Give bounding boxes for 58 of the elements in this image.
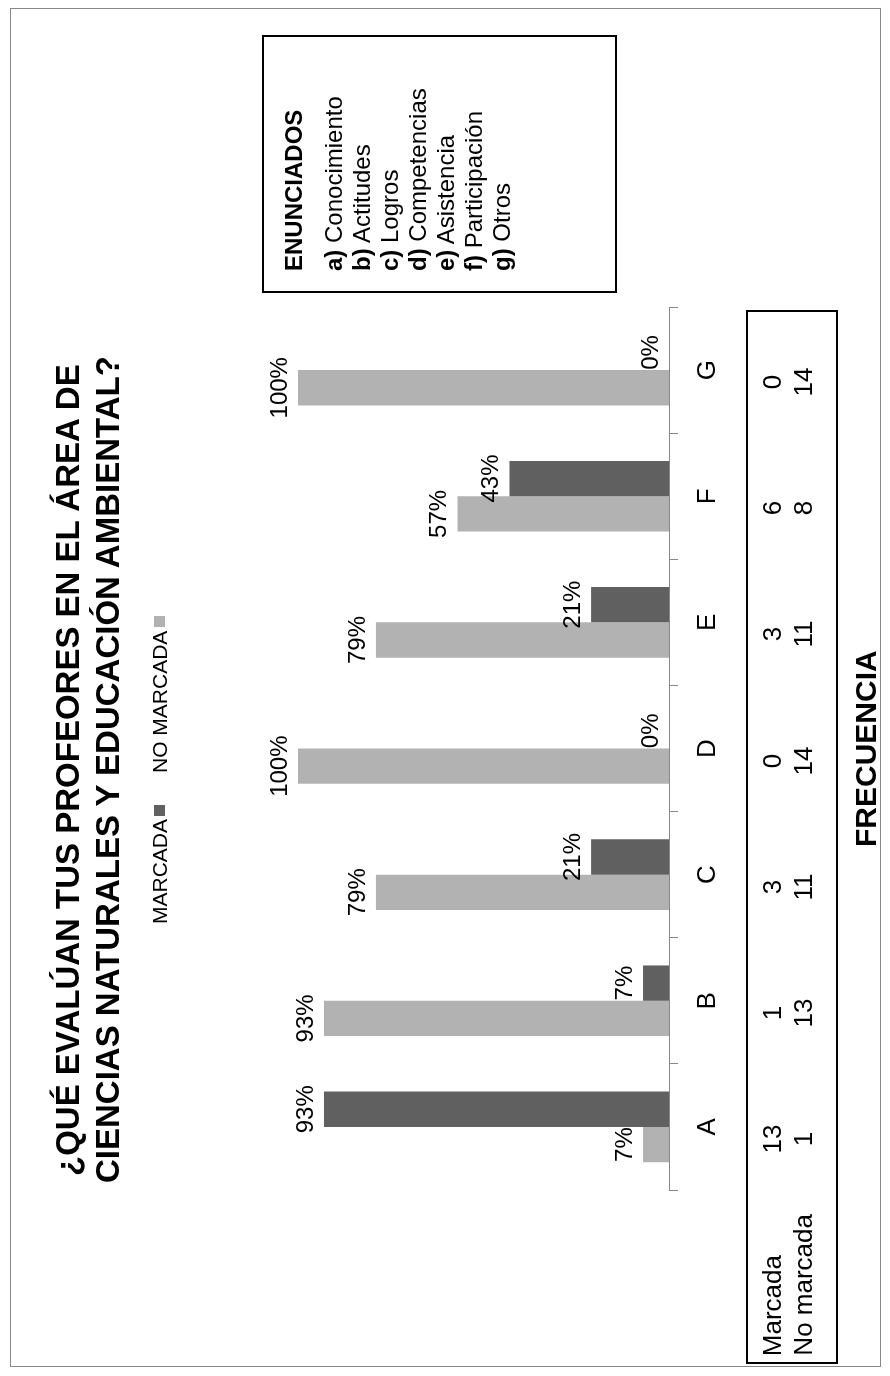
data-label: 79% <box>342 868 370 917</box>
legend-label: MARCADA <box>147 818 172 924</box>
y-tick-label: F <box>691 488 722 505</box>
bar <box>509 460 669 497</box>
data-label: 0% <box>635 335 663 370</box>
y-tick-label: B <box>691 992 722 1010</box>
data-label: 7% <box>609 965 637 1001</box>
text: d) Competencias <box>404 87 432 271</box>
bar <box>323 1000 669 1037</box>
text: 13 <box>788 998 818 1028</box>
text: No marcada <box>788 1214 818 1356</box>
legend-label: NO MARCADA <box>147 630 172 773</box>
text: g) Otros <box>488 182 516 271</box>
text: 14 <box>788 367 818 397</box>
y-tick-label: D <box>691 739 722 758</box>
data-label: 7% <box>609 1127 637 1162</box>
data-label: 0% <box>635 713 663 749</box>
y-tick-label: E <box>691 613 722 632</box>
bar <box>591 839 669 875</box>
text: a) Conocimiento <box>320 95 348 271</box>
text: 0 <box>757 753 787 768</box>
text: 1 <box>757 1005 787 1021</box>
data-label: 57% <box>424 489 452 538</box>
y-axis-title: FRECUENCIA <box>848 649 883 849</box>
text: ENUNCIADOS <box>280 108 308 271</box>
text: e) Asistencia <box>432 133 460 271</box>
text: 11 <box>788 620 818 648</box>
text: 14 <box>788 746 818 775</box>
text: 3 <box>757 879 787 894</box>
text: 0 <box>757 374 787 390</box>
bar <box>643 1126 669 1163</box>
text: 8 <box>788 500 818 516</box>
data-label: 100% <box>264 735 292 797</box>
data-label: 21% <box>557 580 585 629</box>
data-label: 93% <box>290 994 318 1043</box>
bar <box>323 1091 669 1127</box>
text: b) Actitudes <box>348 143 376 271</box>
text: ¿QUÉ EVALÚAN TUS PROFEORES EN EL ÁREA DE CIENCIAS NATURALES Y EDUCACIÓN AMBIENTAL? <box>48 355 127 1186</box>
text: 1 <box>788 1131 818 1147</box>
data-label: 21% <box>557 832 585 882</box>
data-label: 93% <box>290 1085 318 1134</box>
text: 13 <box>757 1124 787 1154</box>
y-tick-label: G <box>691 359 722 381</box>
bar <box>298 370 669 406</box>
bar <box>298 748 669 784</box>
data-label: 100% <box>264 357 292 419</box>
text: Marcada <box>757 1254 787 1356</box>
y-tick-label: A <box>691 1117 722 1136</box>
bar <box>643 965 669 1001</box>
y-tick-label: C <box>691 865 722 885</box>
data-label: 79% <box>342 615 370 665</box>
text: f) Participación <box>460 109 488 271</box>
bar <box>591 587 669 623</box>
text: 6 <box>757 500 787 516</box>
text: 11 <box>788 873 818 901</box>
text: c) Logros <box>376 168 404 271</box>
text: 3 <box>757 627 787 642</box>
data-label: 43% <box>476 454 504 503</box>
